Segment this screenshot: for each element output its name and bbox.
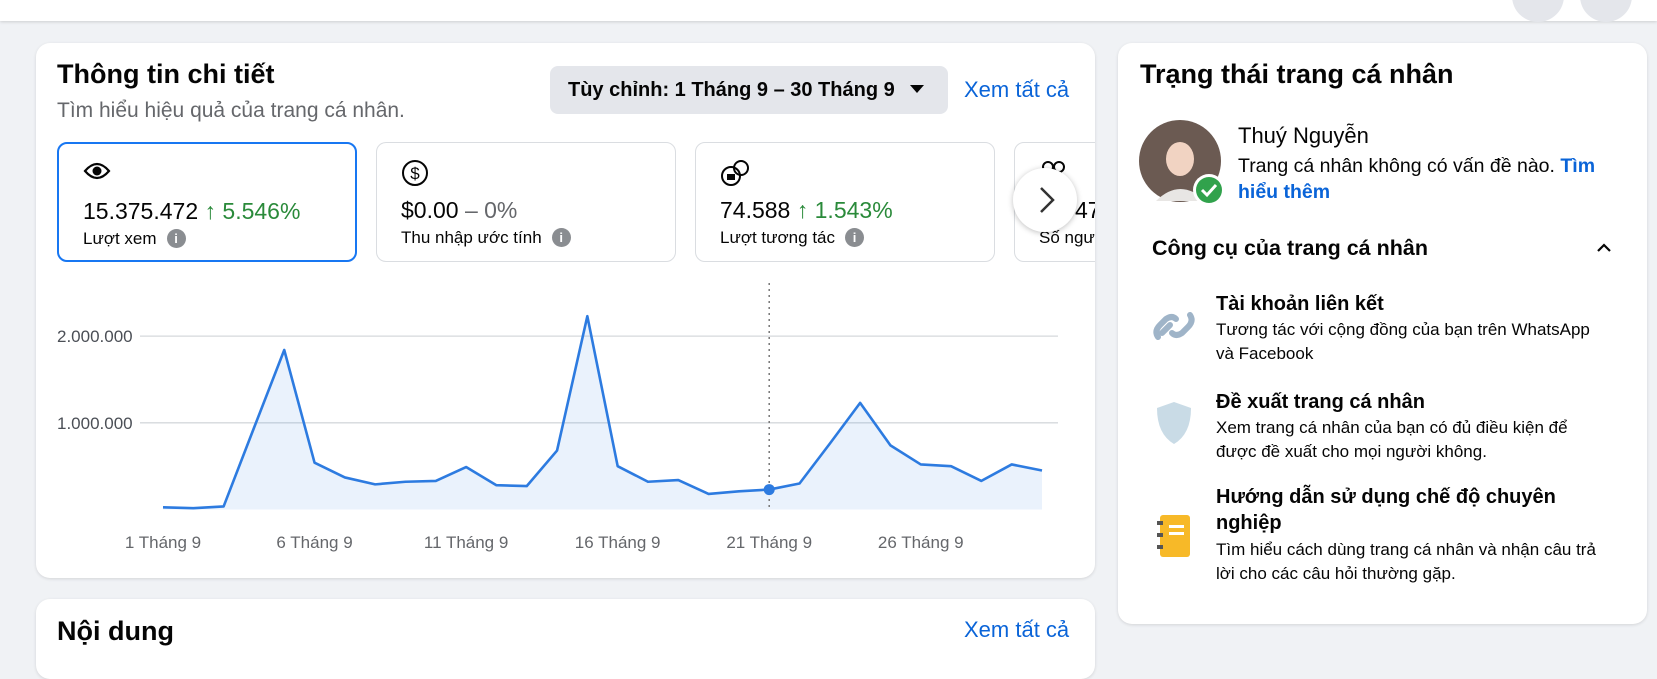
stat-value: 15.375.472 <box>83 198 199 224</box>
stat-card[interactable]: 15.375.472 ↑ 5.546% Lượt xem i <box>57 142 357 262</box>
stat-label: Thu nhập ước tính <box>401 228 542 247</box>
line-area <box>163 316 1042 510</box>
stat-value-row: 74.588 ↑ 1.543% <box>720 197 893 223</box>
stat-card[interactable]: 74.588 ↑ 1.543% Lượt tương tác i <box>695 142 995 262</box>
tool-title[interactable]: Hướng dẫn sử dụng chế độ chuyên nghiệp <box>1216 486 1556 534</box>
shield-icon <box>1157 402 1191 444</box>
next-button[interactable] <box>1013 168 1077 232</box>
status-message: Trang cá nhân không có vấn đề nào. <box>1238 155 1555 177</box>
stat-card[interactable]: $ $0.00 – 0% Thu nhập ước tính i <box>376 142 676 262</box>
x-tick-label: 1 Tháng 9 <box>125 533 201 552</box>
status-card: Trạng thái trang cá nhân Thuý Nguyễn Tra… <box>1118 43 1647 624</box>
insights-card: Thông tin chi tiết Tìm hiểu hiệu quả của… <box>36 43 1095 578</box>
card-subtitle: Tìm hiểu hiệu quả của trang cá nhân. <box>57 99 405 122</box>
card-title: Trạng thái trang cá nhân <box>1140 59 1454 89</box>
y-tick-label: 1.000.000 <box>57 414 133 433</box>
tool-description: Xem trang cá nhân của bạn có đủ điều kiệ… <box>1216 418 1568 461</box>
learn-more-link[interactable]: Tìm hiểu thêm <box>1238 155 1596 203</box>
x-tick-label: 21 Tháng 9 <box>726 533 812 552</box>
tool-title[interactable]: Đề xuất trang cá nhân <box>1216 391 1425 413</box>
stat-value-row: $0.00 – 0% <box>401 197 517 224</box>
tool-title[interactable]: Tài khoản liên kết <box>1216 293 1384 315</box>
hover-point <box>763 484 775 496</box>
chart: 1.000.000 2.000.000 1 Tháng 9 6 Tháng 9 11 T… <box>57 283 1058 552</box>
avatar <box>1139 120 1225 206</box>
stat-value-row: 15.375.472 ↑ 5.546% <box>83 198 301 224</box>
see-all-link[interactable]: Xem tất cả <box>964 617 1070 642</box>
x-tick-label: 26 Tháng 9 <box>878 533 964 552</box>
date-filter-label: Tùy chỉnh: 1 Tháng 9 – 30 Tháng 9 <box>568 79 895 101</box>
collapse-chevron[interactable] <box>1596 242 1612 254</box>
stat-value: 47 <box>1075 197 1095 223</box>
caret <box>910 85 924 93</box>
stat-label: Lượt tương tác <box>720 228 835 247</box>
top-bar <box>0 0 1657 21</box>
guide-icon <box>1157 515 1190 557</box>
dollar-icon: $ <box>402 160 428 186</box>
line <box>162 314 1043 510</box>
stat-value: 74.588 <box>720 197 791 223</box>
stat-label: Số ngư <box>1039 228 1095 247</box>
x-tick-label: 11 Tháng 9 <box>424 533 508 552</box>
profile-name: Thuý Nguyễn <box>1238 123 1369 148</box>
stat-change: 5.546% <box>222 198 301 224</box>
y-tick-label: 2.000.000 <box>57 327 133 346</box>
top-button[interactable] <box>1512 0 1564 22</box>
x-tick-label: 6 Tháng 9 <box>276 533 352 552</box>
card-title: Nội dung <box>57 616 174 646</box>
x-tick-label: 16 Tháng 9 <box>575 533 661 552</box>
svg-text:$: $ <box>410 164 420 183</box>
date-filter[interactable]: Tùy chỉnh: 1 Tháng 9 – 30 Tháng 9 <box>550 66 948 114</box>
tool-description: Tìm hiểu cách dùng trang cá nhân và nhận… <box>1216 540 1596 583</box>
section-title: Công cụ của trang cá nhân <box>1152 236 1428 260</box>
stat-value: $0.00 <box>401 197 459 223</box>
stat-change: – 0% <box>464 197 518 223</box>
content-card: Nội dung Xem tất cả <box>36 599 1095 679</box>
stat-label: Lượt xem <box>83 229 157 248</box>
card-title: Thông tin chi tiết <box>57 59 275 89</box>
stat-change: 1.543% <box>814 197 893 223</box>
see-all-link[interactable]: Xem tất cả <box>964 77 1070 102</box>
top-button[interactable] <box>1580 0 1632 22</box>
reaction-icon <box>721 160 749 186</box>
tool-description: Tương tác với cộng đồng của bạn trên Wha… <box>1216 320 1590 363</box>
link-icon <box>1153 312 1195 340</box>
eye-icon <box>83 162 111 180</box>
